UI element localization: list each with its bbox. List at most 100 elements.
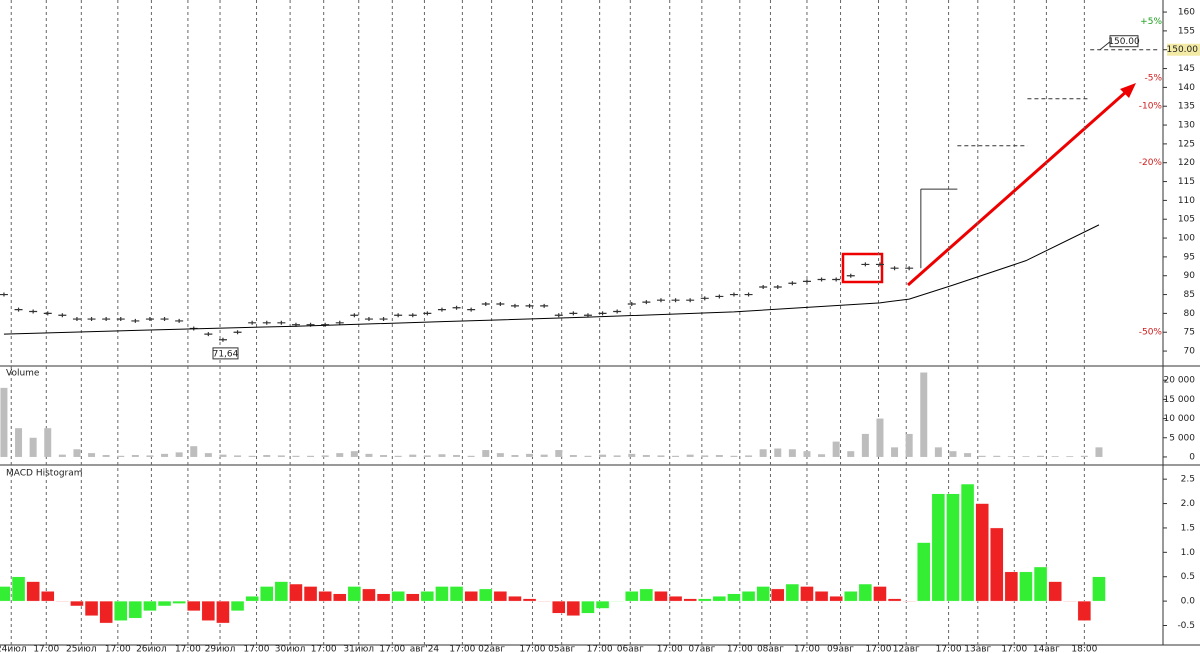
- macd-bar: [333, 593, 347, 602]
- volume-bar: [423, 455, 431, 457]
- volume-bar: [277, 455, 285, 457]
- macd-bar: [187, 600, 201, 612]
- price-bar: [0, 292, 8, 297]
- price-bar: [642, 300, 651, 305]
- percent-level: -10%: [1139, 102, 1163, 112]
- macd-bar: [362, 588, 376, 602]
- y-tick-label: 100: [1178, 234, 1195, 244]
- macd-bar: [946, 493, 960, 602]
- price-bar: [729, 292, 738, 297]
- macd-bar: [406, 593, 420, 602]
- x-tick-label: 17:00: [33, 645, 59, 653]
- volume-bar: [832, 441, 840, 457]
- macd-bar: [625, 591, 639, 602]
- volume-bar: [131, 455, 139, 457]
- macd-bar: [84, 600, 99, 616]
- macd-bar: [595, 600, 610, 609]
- price-bar: [467, 307, 476, 312]
- volume-bar: [292, 455, 300, 457]
- annotation-label: 150.00: [1108, 37, 1140, 47]
- price-marker: [1167, 43, 1200, 56]
- moving-average: [3, 224, 1100, 335]
- annotation-label: 71,64: [213, 349, 239, 359]
- volume-bar: [1051, 456, 1059, 457]
- price-bar: [145, 317, 154, 322]
- price-bar: [452, 305, 461, 310]
- volume-bar: [934, 447, 942, 457]
- x-tick-label: 17:00: [727, 645, 753, 653]
- volume-bar: [15, 428, 23, 457]
- x-tick-label: 05авг: [548, 645, 575, 653]
- highlight-box: [841, 252, 884, 284]
- volume-bar: [204, 453, 212, 457]
- macd-bar: [449, 586, 464, 602]
- price-bar: [525, 303, 534, 308]
- volume-bar: [920, 372, 928, 457]
- volume-bar: [584, 455, 592, 457]
- macd-bar: [654, 591, 668, 602]
- macd-bar: [26, 581, 40, 602]
- macd-bar: [887, 598, 902, 602]
- y-tick-label: 1.0: [1181, 548, 1196, 558]
- macd-bar: [960, 483, 975, 602]
- x-tick-label: 08авг: [757, 645, 784, 653]
- macd-bar: [216, 600, 230, 624]
- y-tick-label: 10 000: [1164, 414, 1196, 424]
- price-bar: [861, 262, 870, 267]
- price-bar: [43, 311, 52, 316]
- volume-bar: [628, 453, 636, 457]
- x-tick-label: 17:00: [449, 645, 475, 653]
- y-tick-label: 145: [1178, 64, 1195, 74]
- volume-bar: [642, 455, 650, 457]
- volume-bar: [803, 451, 811, 457]
- volume-bar: [365, 453, 373, 457]
- macd-bar: [917, 542, 931, 602]
- macd-bar: [785, 583, 800, 602]
- x-tick-label: 07авг: [688, 645, 715, 653]
- x-tick-label: 17:00: [1001, 645, 1027, 653]
- price-bar: [262, 320, 271, 325]
- price-bar: [744, 292, 753, 297]
- volume-bar: [29, 437, 37, 457]
- price-bar: [379, 317, 388, 322]
- volume-bar: [394, 455, 402, 457]
- price-bar: [510, 303, 519, 308]
- macd-bar: [201, 600, 216, 621]
- volume-bar: [511, 455, 519, 457]
- volume-bar: [657, 455, 665, 457]
- price-bar: [87, 317, 96, 322]
- macd-bar: [1033, 566, 1048, 602]
- volume-bar: [701, 455, 709, 457]
- macd-bar: [143, 600, 157, 612]
- volume-bar: [73, 449, 81, 457]
- price-bar: [277, 320, 286, 325]
- volume-bar: [1022, 456, 1030, 457]
- macd-bar: [172, 600, 186, 604]
- y-tick-label: 160: [1178, 8, 1195, 18]
- macd-bar: [55, 600, 70, 602]
- y-tick-label: 125: [1178, 139, 1195, 149]
- price-bar: [817, 277, 826, 282]
- trend-arrow: [907, 89, 1128, 287]
- volume-bar: [380, 455, 388, 457]
- y-tick-label: 90: [1184, 271, 1196, 281]
- macd-bar: [902, 600, 916, 602]
- macd-bar: [347, 586, 362, 602]
- price-bar: [671, 298, 680, 303]
- x-tick-label: авг'24: [410, 645, 440, 653]
- x-tick-label: 06авг: [617, 645, 644, 653]
- macd-bar: [0, 586, 11, 602]
- y-tick-label: 2.5: [1181, 475, 1195, 485]
- macd-bar: [376, 593, 391, 602]
- price-bar: [788, 281, 797, 286]
- x-tick-label: 02авг: [478, 645, 505, 653]
- y-tick-label: 105: [1178, 215, 1195, 225]
- macd-bar: [522, 598, 537, 602]
- x-tick-label: 31июл: [343, 645, 374, 653]
- x-tick-label: 17:00: [520, 645, 546, 653]
- macd-bar: [639, 588, 654, 602]
- price-bar: [218, 337, 227, 342]
- y-tick-label: 155: [1178, 26, 1195, 36]
- volume-bar: [146, 455, 154, 457]
